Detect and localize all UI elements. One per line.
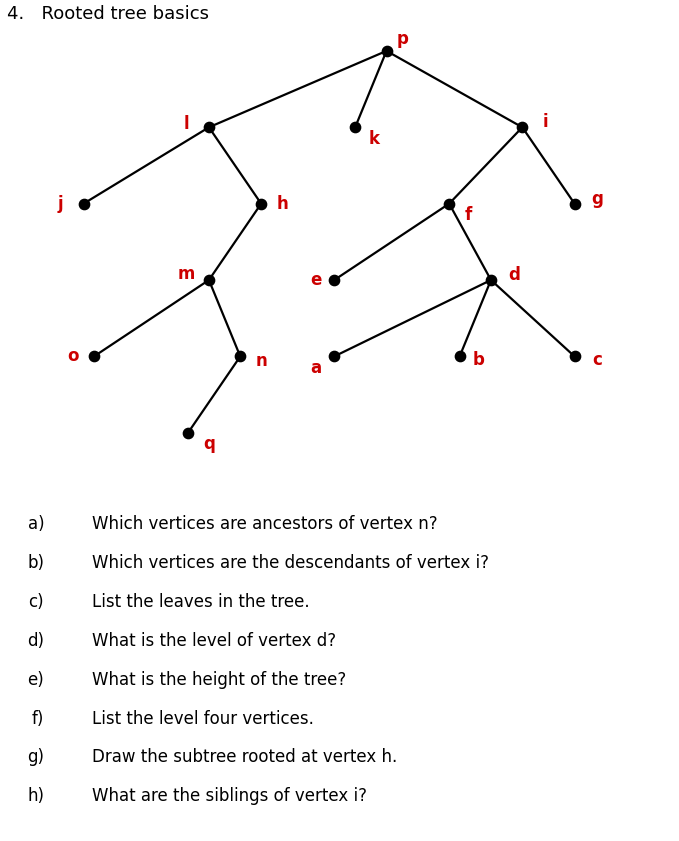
Text: i: i — [543, 114, 548, 131]
Text: List the level four vertices.: List the level four vertices. — [92, 710, 314, 727]
Text: 4.   Rooted tree basics: 4. Rooted tree basics — [7, 5, 208, 23]
Text: g: g — [591, 189, 604, 208]
Point — [329, 350, 340, 363]
Text: c): c) — [29, 593, 44, 611]
Text: e): e) — [27, 671, 44, 689]
Text: q: q — [203, 436, 215, 453]
Text: j: j — [58, 194, 63, 213]
Text: Which vertices are the descendants of vertex i?: Which vertices are the descendants of ve… — [92, 554, 489, 572]
Text: e: e — [310, 271, 321, 289]
Point — [204, 273, 215, 287]
Point — [88, 350, 99, 363]
Text: What is the level of vertex d?: What is the level of vertex d? — [92, 632, 336, 650]
Text: c: c — [593, 351, 602, 368]
Text: Which vertices are ancestors of vertex n?: Which vertices are ancestors of vertex n… — [92, 516, 437, 533]
Point — [569, 197, 580, 210]
Point — [381, 45, 392, 58]
Point — [235, 350, 246, 363]
Text: h): h) — [27, 787, 44, 806]
Text: p: p — [397, 30, 408, 49]
Point — [78, 197, 89, 210]
Point — [183, 426, 194, 440]
Text: f): f) — [32, 710, 44, 727]
Text: o: o — [67, 347, 79, 365]
Text: What are the siblings of vertex i?: What are the siblings of vertex i? — [92, 787, 367, 806]
Point — [569, 350, 580, 363]
Text: m: m — [177, 265, 195, 283]
Point — [350, 120, 361, 134]
Text: l: l — [183, 115, 189, 133]
Text: g): g) — [27, 748, 44, 766]
Text: d): d) — [27, 632, 44, 650]
Point — [204, 120, 215, 134]
Point — [329, 273, 340, 287]
Text: d: d — [508, 266, 520, 284]
Point — [517, 120, 528, 134]
Point — [454, 350, 465, 363]
Text: b: b — [473, 351, 484, 368]
Text: What is the height of the tree?: What is the height of the tree? — [92, 671, 346, 689]
Text: h: h — [276, 194, 288, 213]
Point — [256, 197, 267, 210]
Point — [485, 273, 496, 287]
Point — [444, 197, 455, 210]
Text: k: k — [369, 130, 380, 148]
Text: Draw the subtree rooted at vertex h.: Draw the subtree rooted at vertex h. — [92, 748, 397, 766]
Text: f: f — [464, 206, 472, 224]
Text: n: n — [255, 352, 267, 371]
Text: List the leaves in the tree.: List the leaves in the tree. — [92, 593, 310, 611]
Text: a): a) — [28, 516, 44, 533]
Text: b): b) — [27, 554, 44, 572]
Text: a: a — [310, 359, 321, 377]
